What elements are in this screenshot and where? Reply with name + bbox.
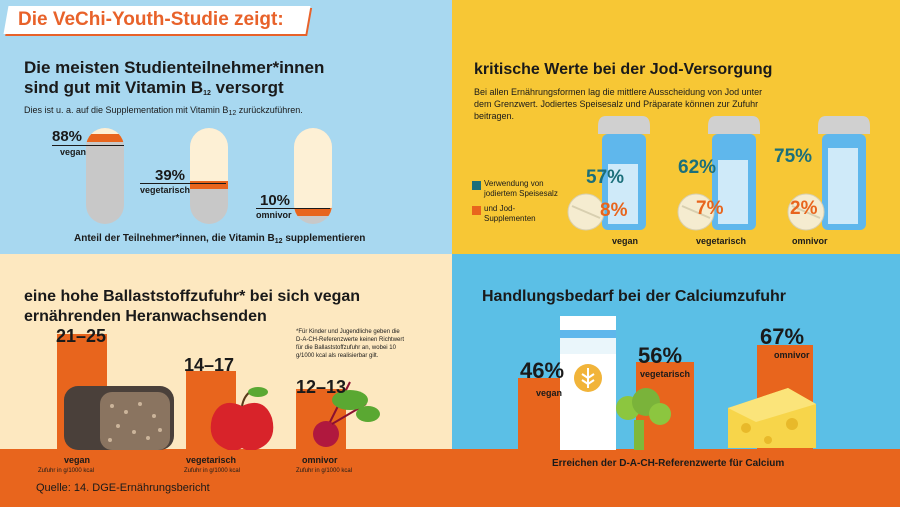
calcium-value-vegan: 46% <box>520 358 565 383</box>
source-note: Quelle: 14. DGE-Ernährungsbericht <box>36 482 210 494</box>
b12-divider-vegan <box>52 145 124 146</box>
milk-carton-icon <box>560 316 616 450</box>
salt-shakers <box>567 116 870 231</box>
b12-capsule-omnivor <box>294 128 332 224</box>
b12-value-vegan: 88% <box>52 128 83 145</box>
salt-shaker-omnivor <box>787 116 870 231</box>
b12-note: Dies ist u. a. auf die Supplementation m… <box>24 105 303 117</box>
iodine-salt-vegetarisch: 62% <box>678 157 717 178</box>
b12-capsule-vegan <box>86 128 124 224</box>
fiber-value-vegetarisch: 14–17 <box>184 355 235 375</box>
page-title: Die VeChi-Youth-Studie zeigt: <box>18 9 284 30</box>
b12-heading-line1: Die meisten Studienteilnehmer*innen <box>24 58 325 77</box>
iodine-supp-vegetarisch: 7% <box>696 198 724 219</box>
broccoli-icon <box>616 388 671 450</box>
b12-heading-line2: sind gut mit Vitamin B12 versorgt <box>24 78 284 97</box>
fiber-illustrations <box>64 381 380 450</box>
calcium-value-omnivor: 67% <box>760 324 805 349</box>
b12-divider-omnivor <box>256 208 330 209</box>
b12-divider-vegetarisch <box>140 183 226 184</box>
iodine-panel: kritische Werte bei der Jod-Versorgung B… <box>452 0 900 254</box>
calcium-caption: Erreichen der D-A-CH-Referenzwerte für C… <box>552 458 785 469</box>
bread-icon <box>64 386 174 450</box>
iodine-text: Bei allen Ernährungsformen lag die mittl… <box>474 87 763 121</box>
b12-label-omnivor: omnivor <box>256 210 292 220</box>
cheese-icon <box>728 388 816 448</box>
salt-shaker-vegetarisch <box>677 116 760 231</box>
b12-caption: Anteil der Teilnehmer*innen, die Vitamin… <box>74 233 366 245</box>
iodine-label-vegan: vegan <box>612 236 639 246</box>
fiber-heading: eine hohe Ballaststoffzufuhr* bei sich v… <box>24 288 361 325</box>
fiber-unit-omnivor: Zufuhr in g/1000 kcal <box>296 468 353 474</box>
b12-label-vegan: vegan <box>60 147 87 157</box>
b12-label-vegetarisch: vegetarisch <box>140 185 191 195</box>
iodine-label-omnivor: omnivor <box>792 236 828 246</box>
fiber-label-omnivor: omnivor <box>302 455 338 465</box>
fiber-label-vegetarisch: vegetarisch <box>186 455 237 465</box>
iodine-label-vegetarisch: vegetarisch <box>696 236 747 246</box>
iodine-salt-omnivor: 75% <box>774 146 813 167</box>
legend-label-supplement: und Jod-Supplementen <box>484 204 536 223</box>
iodine-salt-vegan: 57% <box>586 167 625 188</box>
ground-strip <box>0 449 900 507</box>
apple-icon <box>210 387 274 450</box>
calcium-label-omnivor: omnivor <box>774 350 810 360</box>
fiber-value-vegan: 21–25 <box>56 326 107 346</box>
calcium-label-vegan: vegan <box>536 388 563 398</box>
iodine-supp-omnivor: 2% <box>790 198 818 219</box>
calcium-heading: Handlungsbedarf bei der Calciumzufuhr <box>482 288 787 305</box>
iodine-heading: kritische Werte bei der Jod-Versorgung <box>474 61 773 78</box>
legend-label-salt: Verwendung von jodiertem Speisesalz <box>484 179 558 198</box>
iodine-supp-vegan: 8% <box>600 200 628 221</box>
beetroot-icon <box>313 381 380 447</box>
fiber-unit-vegan: Zufuhr in g/1000 kcal <box>38 468 95 474</box>
b12-value-omnivor: 10% <box>260 192 291 209</box>
calcium-label-vegetarisch: vegetarisch <box>640 369 691 379</box>
calcium-value-vegetarisch: 56% <box>638 343 683 368</box>
b12-heading: Die meisten Studienteilnehmer*innen sind… <box>24 58 324 104</box>
b12-capsule-vegetarisch <box>190 128 228 224</box>
b12-value-vegetarisch: 39% <box>155 167 186 184</box>
legend-swatch-salt <box>472 181 481 190</box>
salt-shaker-vegan <box>567 116 650 231</box>
fiber-footnote: *Für Kinder und Jugendliche geben die D-… <box>296 329 405 359</box>
fiber-value-omnivor: 12–13 <box>296 377 347 397</box>
legend-swatch-supplement <box>472 206 481 215</box>
fiber-label-vegan: vegan <box>64 455 91 465</box>
fiber-unit-vegetarisch: Zufuhr in g/1000 kcal <box>184 468 241 474</box>
calcium-illustrations <box>560 316 816 450</box>
b12-panel: Die VeChi-Youth-Studie zeigt: Die meiste… <box>0 0 452 254</box>
